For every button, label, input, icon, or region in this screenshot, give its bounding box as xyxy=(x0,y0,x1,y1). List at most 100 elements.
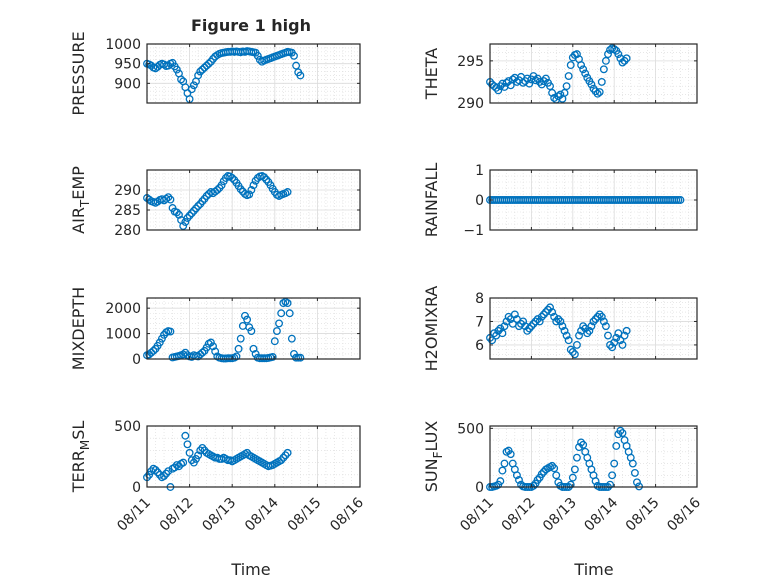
data-point xyxy=(151,465,160,474)
data-point xyxy=(198,444,207,452)
data-point xyxy=(155,338,164,347)
data-point xyxy=(608,471,617,480)
data-point xyxy=(556,90,565,99)
data-point xyxy=(537,470,546,479)
data-point xyxy=(245,323,254,332)
y-tick-label: 280 xyxy=(114,223,141,239)
data-point xyxy=(616,336,625,345)
data-point xyxy=(287,334,296,343)
data-point xyxy=(510,310,519,319)
y-tick-label: 290 xyxy=(457,96,484,112)
y-axis-label: MIXDEPTH xyxy=(69,287,88,370)
y-axis-label: RAINFALL xyxy=(422,163,441,238)
subplot-2: 290 295 THETA xyxy=(422,43,698,112)
data-point xyxy=(531,317,540,326)
y-tick-label: 1000 xyxy=(105,327,141,343)
axes-background xyxy=(147,44,360,103)
data-point xyxy=(283,448,292,457)
data-point xyxy=(166,327,175,336)
data-point xyxy=(579,65,588,74)
data-point xyxy=(504,77,513,86)
data-point xyxy=(162,194,171,203)
data-point xyxy=(535,317,544,326)
data-point xyxy=(206,338,215,347)
data-point xyxy=(593,312,602,321)
data-point xyxy=(546,82,554,91)
data-point xyxy=(181,431,190,440)
data-point xyxy=(262,175,271,184)
subplot-5: 0 1000 2000 MIXDEPTH xyxy=(69,287,361,370)
data-point xyxy=(616,426,625,435)
data-point xyxy=(166,195,175,204)
data-point xyxy=(606,480,615,489)
data-point xyxy=(187,209,196,218)
data-point xyxy=(566,61,575,70)
data-point xyxy=(281,451,290,460)
data-point xyxy=(597,77,606,86)
data-point xyxy=(517,319,525,328)
subplot-6: 6 7 8 H2OMIXRA xyxy=(422,286,698,371)
data-point xyxy=(527,322,536,331)
y-tick-label: 2000 xyxy=(105,301,141,317)
y-tick-label: 0 xyxy=(475,480,484,496)
data-point xyxy=(519,317,528,326)
data-point xyxy=(628,459,637,468)
axes-box xyxy=(489,43,698,104)
data-point xyxy=(579,440,588,449)
data-point xyxy=(595,310,604,319)
data-point xyxy=(579,322,588,331)
data-point xyxy=(164,467,173,476)
data-point xyxy=(249,181,258,190)
data-point xyxy=(556,317,565,326)
data-point xyxy=(560,326,569,335)
data-point xyxy=(500,459,509,468)
data-point xyxy=(614,50,623,59)
data-point xyxy=(589,317,598,326)
axes-box xyxy=(146,169,361,231)
data-point xyxy=(548,308,557,317)
data-point xyxy=(581,69,590,78)
y-tick-label: 1 xyxy=(475,163,484,179)
data-point xyxy=(568,473,577,482)
axes-background xyxy=(490,426,697,487)
data-point xyxy=(283,299,292,308)
x-axis-label-right: Time xyxy=(573,560,613,579)
data-point xyxy=(172,208,181,217)
data-point xyxy=(622,326,631,335)
data-point xyxy=(601,322,610,331)
data-point xyxy=(558,322,567,331)
subplot-1: 900 950 1000 PRESSURE xyxy=(69,31,361,116)
data-point xyxy=(232,352,241,361)
data-point xyxy=(272,327,281,335)
data-point xyxy=(550,464,559,473)
data-point xyxy=(577,61,586,70)
data-point xyxy=(160,472,168,480)
data-point xyxy=(209,342,217,351)
data-point xyxy=(213,186,222,194)
data-point xyxy=(494,326,503,335)
data-point xyxy=(490,329,499,338)
data-point xyxy=(593,89,602,98)
data-point xyxy=(597,312,606,321)
y-axis-label: AIRTEMP xyxy=(69,166,92,234)
data-point xyxy=(488,336,497,345)
data-point xyxy=(202,192,211,200)
data-point xyxy=(541,74,550,83)
data-point xyxy=(566,480,575,489)
data-point xyxy=(194,451,203,460)
data-point xyxy=(512,471,521,480)
data-point xyxy=(620,331,629,340)
data-point xyxy=(564,336,573,345)
data-point xyxy=(249,344,258,353)
data-point xyxy=(572,340,581,349)
data-point xyxy=(550,93,559,102)
data-point xyxy=(612,441,621,450)
data-point xyxy=(546,303,554,312)
data-point xyxy=(506,450,515,459)
y-axis-label: TERRMSL xyxy=(69,421,92,494)
data-point xyxy=(572,50,581,59)
data-point xyxy=(245,190,254,199)
data-point xyxy=(192,204,200,213)
data-point xyxy=(544,305,552,314)
